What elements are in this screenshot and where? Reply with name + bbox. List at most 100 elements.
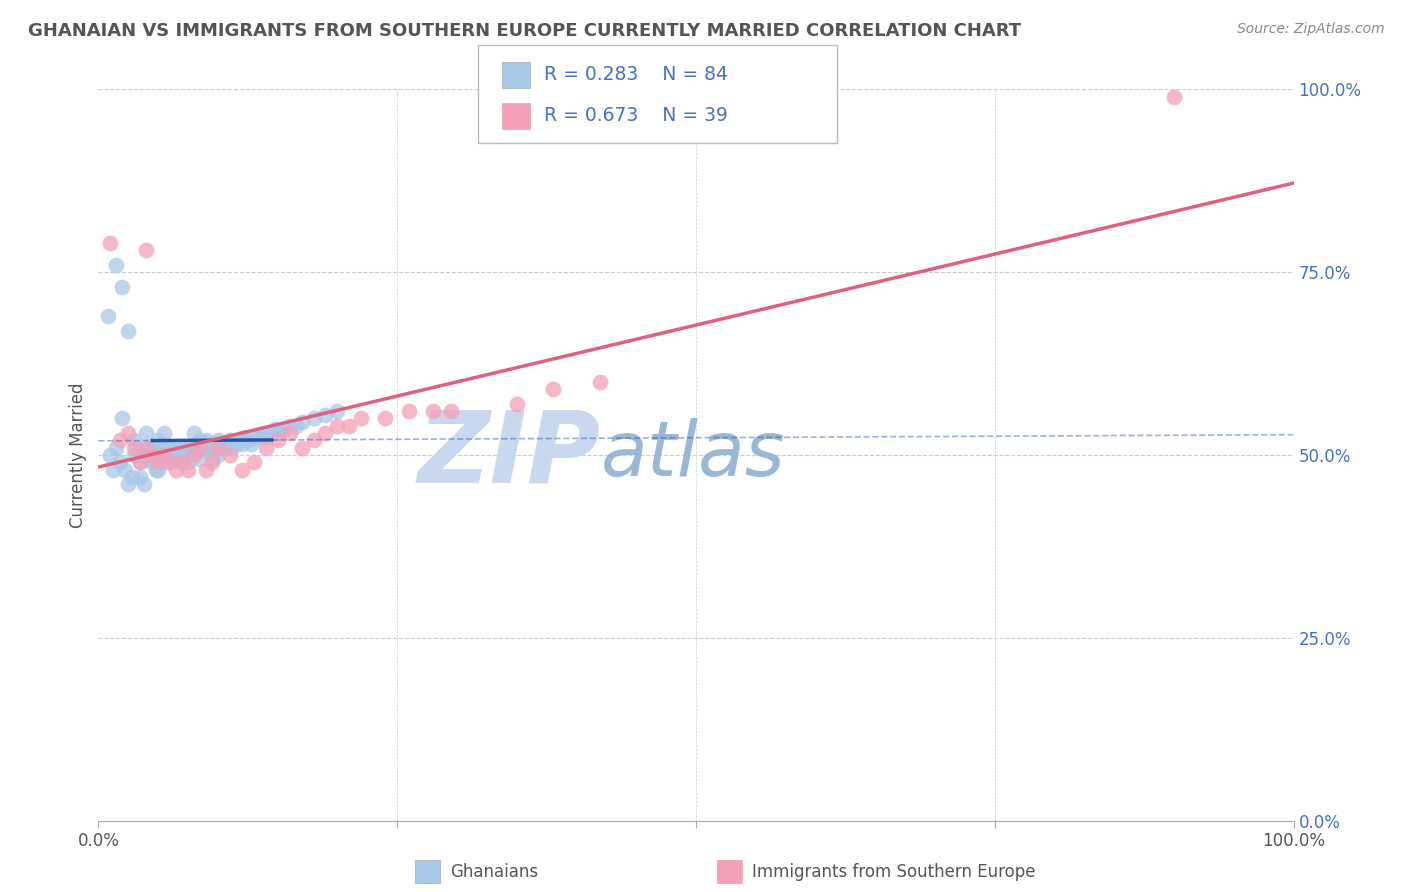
Point xyxy=(117,477,139,491)
Point xyxy=(207,448,229,462)
Point xyxy=(108,455,131,469)
Point xyxy=(135,441,157,455)
Point xyxy=(125,441,148,455)
Point xyxy=(589,375,612,389)
Point xyxy=(302,434,325,448)
Point xyxy=(162,444,184,458)
Point xyxy=(350,411,373,425)
Point xyxy=(236,434,259,448)
Point xyxy=(302,411,325,425)
Point xyxy=(135,448,157,462)
Point xyxy=(201,437,224,451)
Point xyxy=(231,462,253,476)
Point xyxy=(326,404,349,418)
Point xyxy=(159,455,181,469)
Point xyxy=(153,455,176,469)
Text: Ghanaians: Ghanaians xyxy=(450,863,538,881)
Point xyxy=(278,425,301,440)
Text: R = 0.283    N = 84: R = 0.283 N = 84 xyxy=(544,65,728,85)
Point xyxy=(169,444,191,458)
Point xyxy=(221,441,243,455)
Text: atlas: atlas xyxy=(600,418,785,491)
Point xyxy=(219,448,242,462)
Point xyxy=(225,437,247,451)
Point xyxy=(156,448,179,462)
Point xyxy=(105,258,128,272)
Text: Immigrants from Southern Europe: Immigrants from Southern Europe xyxy=(752,863,1036,881)
Point xyxy=(315,425,337,440)
Point xyxy=(231,437,253,451)
Point xyxy=(149,441,172,455)
Point xyxy=(173,444,195,458)
Point xyxy=(101,462,124,476)
Point xyxy=(243,430,266,444)
Point xyxy=(135,425,157,440)
Point xyxy=(228,434,250,448)
Point xyxy=(153,425,176,440)
Point xyxy=(284,418,307,433)
Point xyxy=(108,434,131,448)
Point xyxy=(254,441,277,455)
Point xyxy=(165,441,187,455)
Point xyxy=(111,279,134,293)
Point xyxy=(172,455,194,469)
Point xyxy=(207,434,229,448)
Point xyxy=(197,441,219,455)
Point xyxy=(374,411,396,425)
Point xyxy=(172,455,194,469)
Point xyxy=(188,451,211,466)
Point xyxy=(183,448,205,462)
Point xyxy=(135,243,157,257)
Point xyxy=(186,444,208,458)
Point xyxy=(111,411,134,425)
Point xyxy=(148,462,170,476)
Point xyxy=(165,462,187,476)
Point xyxy=(240,437,263,451)
Point xyxy=(141,448,163,462)
Point xyxy=(264,422,287,436)
Point xyxy=(506,397,529,411)
Point xyxy=(129,455,152,469)
Point xyxy=(148,434,170,448)
Point xyxy=(195,444,218,458)
Point xyxy=(97,309,120,323)
Text: ZIP: ZIP xyxy=(418,407,600,503)
Point xyxy=(124,441,146,455)
Point xyxy=(209,437,232,451)
Point xyxy=(132,477,155,491)
Point xyxy=(165,451,187,466)
Point xyxy=(252,425,274,440)
Point xyxy=(204,437,226,451)
Point xyxy=(124,448,146,462)
Point xyxy=(188,434,211,448)
Point xyxy=(159,455,181,469)
Text: GHANAIAN VS IMMIGRANTS FROM SOUTHERN EUROPE CURRENTLY MARRIED CORRELATION CHART: GHANAIAN VS IMMIGRANTS FROM SOUTHERN EUR… xyxy=(28,22,1021,40)
Point xyxy=(291,441,314,455)
Point xyxy=(138,441,160,455)
Point xyxy=(219,434,242,448)
Point xyxy=(129,470,152,484)
Point xyxy=(98,448,122,462)
Point xyxy=(172,441,194,455)
Point xyxy=(267,425,290,440)
Point xyxy=(153,441,176,455)
Point xyxy=(440,404,463,418)
Point xyxy=(148,455,170,469)
Point xyxy=(212,441,235,455)
Y-axis label: Currently Married: Currently Married xyxy=(69,382,87,528)
Point xyxy=(177,462,200,476)
Point xyxy=(177,455,200,469)
Point xyxy=(195,434,218,448)
Point xyxy=(105,441,128,455)
Point xyxy=(98,235,122,250)
Point xyxy=(195,462,218,476)
Point xyxy=(177,441,200,455)
Point xyxy=(243,455,266,469)
Point xyxy=(153,448,176,462)
Point xyxy=(291,415,314,429)
Point xyxy=(207,441,229,455)
Point xyxy=(201,451,224,466)
Point xyxy=(180,444,202,458)
Point xyxy=(1163,89,1185,103)
Point xyxy=(148,448,170,462)
